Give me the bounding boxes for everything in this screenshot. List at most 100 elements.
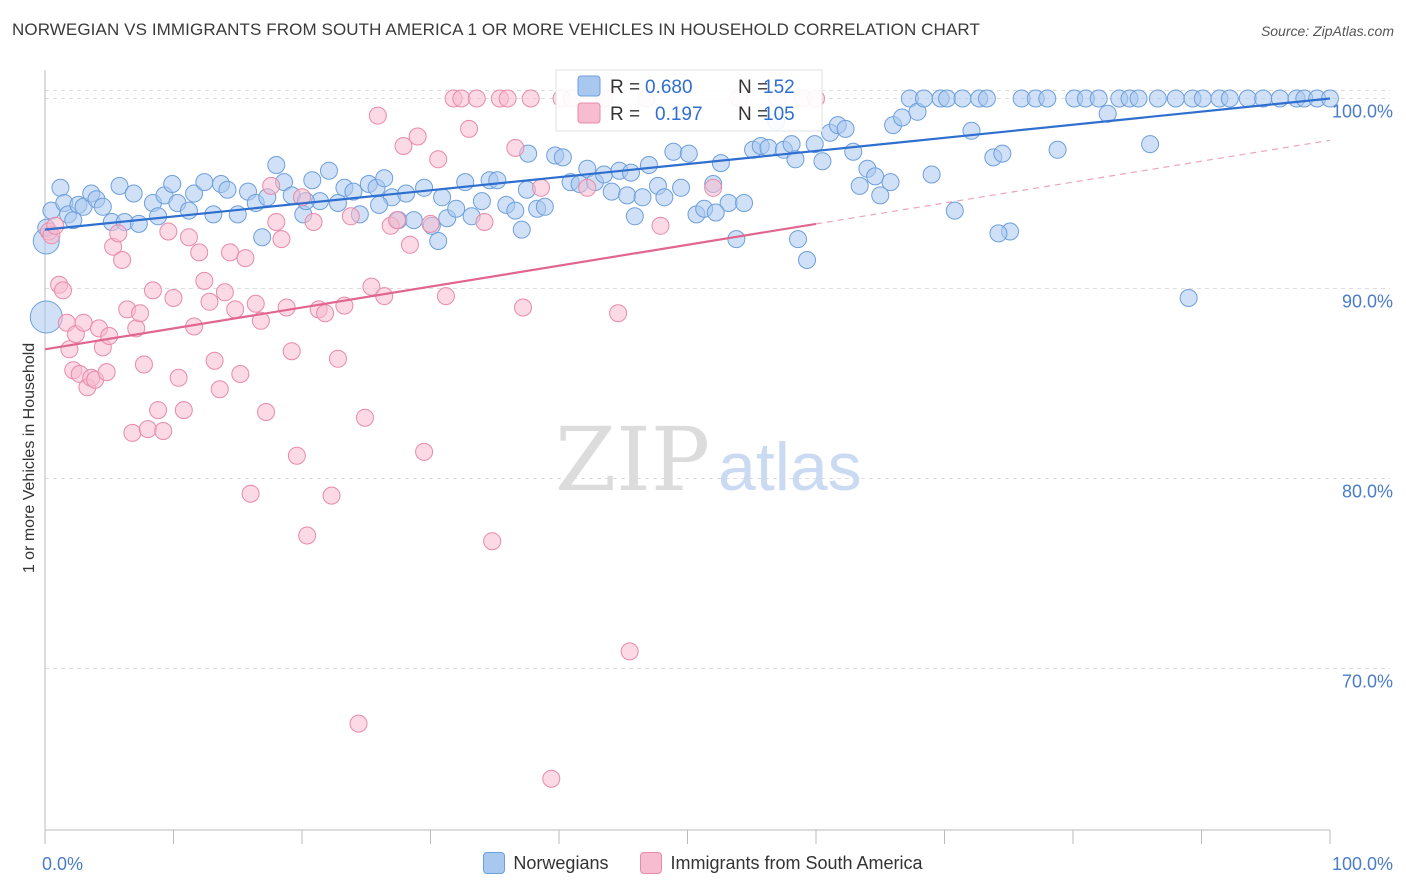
legend: Norwegians Immigrants from South America: [0, 852, 1406, 874]
point-immigrants: [154, 422, 173, 440]
point-immigrants: [322, 486, 341, 505]
point-immigrants: [277, 298, 296, 317]
point-norwegians: [185, 184, 204, 203]
point-norwegians: [110, 176, 129, 195]
point-immigrants: [272, 230, 291, 249]
point-norwegians: [1220, 89, 1239, 108]
point-norwegians: [488, 171, 507, 190]
trend-line-norwegians: [44, 97, 1331, 231]
point-norwegians: [938, 89, 957, 108]
point-immigrants: [436, 287, 455, 306]
point-norwegians: [1148, 89, 1167, 108]
point-immigrants: [262, 176, 281, 195]
stats-swatch-blue: [577, 75, 601, 97]
point-norwegians: [735, 194, 754, 212]
point-immigrants: [293, 188, 311, 207]
point-norwegians: [672, 178, 691, 197]
point-immigrants: [304, 213, 323, 231]
point-norwegians: [759, 138, 778, 157]
point-immigrants: [190, 243, 209, 262]
point-immigrants: [532, 178, 551, 197]
point-immigrants: [200, 292, 219, 311]
point-norwegians: [625, 207, 644, 226]
point-immigrants: [169, 368, 188, 387]
point-norwegians: [945, 201, 964, 220]
point-norwegians: [29, 300, 63, 334]
point-immigrants: [138, 420, 157, 439]
point-immigrants: [287, 446, 306, 465]
point-norwegians: [953, 89, 972, 108]
y-axis-label: 1 or more Vehicles in Household: [21, 343, 38, 573]
point-norwegians: [472, 192, 491, 211]
point-norwegians: [129, 214, 148, 233]
point-norwegians: [93, 197, 112, 216]
legend-swatch-blue: [483, 852, 506, 874]
point-immigrants: [251, 311, 270, 330]
point-immigrants: [159, 222, 178, 241]
point-norwegians: [1129, 89, 1148, 108]
point-immigrants: [246, 294, 265, 313]
watermark-zip: ZIP: [555, 408, 710, 511]
point-norwegians: [319, 161, 338, 180]
point-norwegians: [404, 211, 423, 230]
point-norwegians: [1238, 89, 1257, 108]
stats-n-label: N =: [738, 104, 768, 125]
point-norwegians: [204, 205, 223, 224]
point-immigrants: [506, 138, 525, 157]
legend-item-immigrants: Immigrants from South America: [640, 852, 923, 874]
point-norwegians: [664, 142, 683, 161]
point-immigrants: [578, 178, 597, 197]
point-norwegians: [618, 186, 637, 205]
point-norwegians: [850, 176, 869, 195]
point-norwegians: [805, 135, 824, 154]
point-immigrants: [46, 216, 65, 235]
trend-line-immigrants-extension: [815, 139, 1331, 225]
point-immigrants: [143, 281, 162, 300]
point-immigrants: [195, 271, 214, 290]
point-norwegians: [149, 207, 168, 226]
point-immigrants: [429, 150, 448, 169]
point-norwegians: [429, 232, 448, 250]
point-norwegians: [124, 184, 143, 203]
y-tick-label: 80.0%: [1342, 482, 1393, 502]
point-immigrants: [483, 532, 502, 551]
point-immigrants: [298, 526, 317, 545]
point-immigrants: [651, 216, 670, 235]
point-immigrants: [131, 304, 150, 323]
point-norwegians: [602, 182, 621, 201]
point-immigrants: [174, 401, 193, 420]
point-immigrants: [226, 300, 245, 319]
point-norwegians: [922, 165, 941, 184]
point-norwegians: [789, 230, 808, 249]
point-norwegians: [344, 182, 363, 201]
point-norwegians: [914, 89, 933, 108]
point-norwegians: [218, 180, 237, 199]
point-immigrants: [408, 127, 427, 146]
point-immigrants: [100, 327, 119, 345]
point-norwegians: [512, 220, 531, 239]
point-norwegians: [433, 188, 452, 207]
stats-r-value: 0.680: [645, 77, 693, 98]
point-immigrants: [498, 89, 517, 108]
point-norwegians: [989, 224, 1008, 243]
point-norwegians: [51, 178, 70, 197]
point-norwegians: [328, 194, 347, 212]
point-norwegians: [836, 119, 855, 138]
point-norwegians: [639, 156, 658, 174]
point-immigrants: [394, 137, 413, 155]
point-norwegians: [1048, 140, 1067, 159]
point-immigrants: [179, 228, 198, 247]
stats-n-label: N =: [738, 77, 768, 98]
point-immigrants: [97, 363, 116, 382]
point-norwegians: [893, 108, 912, 127]
point-norwegians: [1141, 135, 1160, 154]
trend-lines: [44, 97, 1331, 351]
legend-label: Immigrants from South America: [670, 852, 923, 873]
point-norwegians: [1089, 89, 1108, 108]
point-norwegians: [535, 197, 554, 216]
point-immigrants: [113, 251, 132, 269]
point-norwegians: [727, 230, 746, 249]
stats-n-value: 105: [763, 104, 795, 125]
point-immigrants: [460, 119, 479, 138]
